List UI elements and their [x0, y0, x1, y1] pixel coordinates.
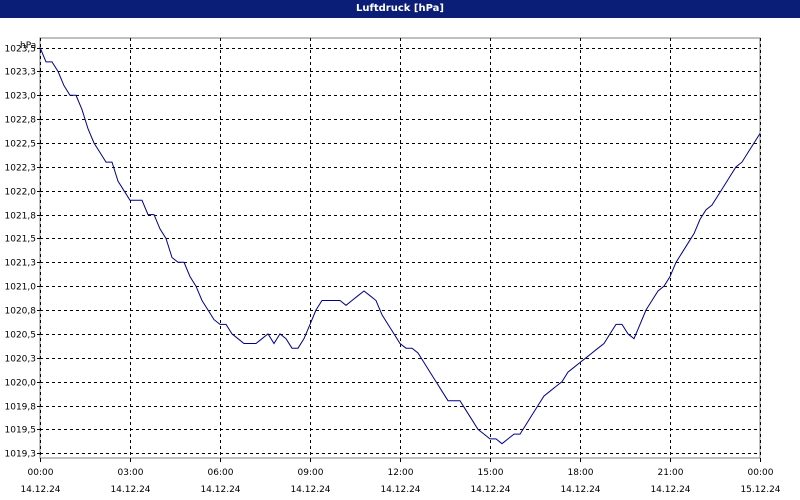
y-tick-label: 1019,5 — [5, 426, 37, 436]
x-tick-time-label: 09:00 — [298, 468, 324, 478]
x-tick-date-label: 14.12.24 — [380, 485, 420, 495]
chart-title: Luftdruck [hPa] — [0, 0, 800, 18]
x-tick-time-label: 00:00 — [28, 468, 54, 478]
x-tick-date-label: 15.12.24 — [740, 485, 780, 495]
y-tick-label: 1021,3 — [5, 259, 37, 269]
y-tick-label: 1022,8 — [5, 116, 37, 126]
y-tick-label: 1023,0 — [5, 92, 37, 102]
x-tick-time-label: 12:00 — [388, 468, 414, 478]
y-tick-label: 1020,8 — [5, 307, 37, 317]
y-tick-label: 1020,3 — [5, 355, 37, 365]
x-tick-time-label: 18:00 — [568, 468, 594, 478]
y-tick-label: 1019,8 — [5, 403, 37, 413]
y-tick-label: 1023,5 — [5, 45, 37, 55]
y-tick-label: 1022,0 — [5, 188, 37, 198]
x-tick-date-label: 14.12.24 — [110, 485, 150, 495]
x-tick-time-label: 06:00 — [208, 468, 234, 478]
series-line — [39, 47, 761, 445]
x-tick-date-label: 14.12.24 — [650, 485, 690, 495]
y-axis-label: hPa — [20, 41, 36, 51]
x-tick-date-label: 14.12.24 — [20, 485, 60, 495]
x-tick-date-label: 14.12.24 — [560, 485, 600, 495]
y-tick-label: 1021,8 — [5, 212, 37, 222]
y-tick-label: 1021,0 — [5, 283, 37, 293]
y-tick-label: 1019,3 — [5, 450, 37, 460]
x-tick-time-label: 03:00 — [118, 468, 144, 478]
y-tick-label: 1022,5 — [5, 140, 37, 150]
x-tick-date-label: 14.12.24 — [290, 485, 330, 495]
x-tick-time-label: 21:00 — [658, 468, 684, 478]
y-tick-label: 1022,3 — [5, 164, 37, 174]
y-tick-label: 1020,0 — [5, 379, 37, 389]
y-tick-label: 1021,5 — [5, 235, 37, 245]
y-tick-label: 1020,5 — [5, 331, 37, 341]
x-tick-date-label: 14.12.24 — [470, 485, 510, 495]
x-tick-time-label: 00:00 — [748, 468, 774, 478]
y-tick-label: 1023,3 — [5, 68, 37, 78]
x-tick-date-label: 14.12.24 — [200, 485, 240, 495]
x-tick-time-label: 15:00 — [478, 468, 504, 478]
